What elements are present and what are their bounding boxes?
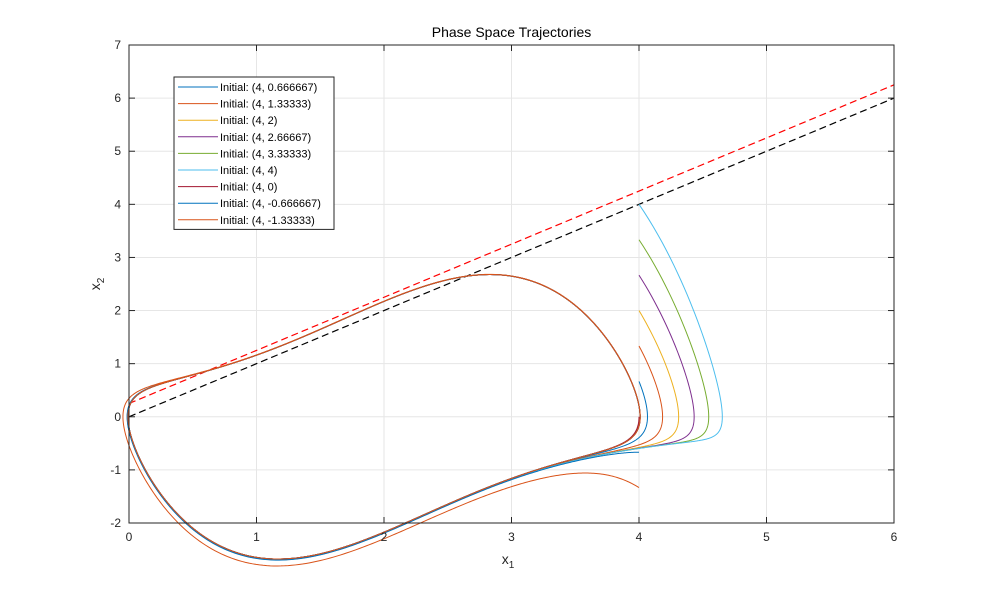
reference-line-0	[128, 97, 895, 418]
x-axis-label-base: x	[502, 551, 509, 567]
y-axis-label-base: x	[87, 283, 103, 290]
legend-label: Initial: (4, 0.666667)	[220, 82, 317, 94]
x-tick-label: 4	[636, 530, 643, 544]
x-tick-label: 0	[126, 530, 133, 544]
y-tick-label: 1	[114, 357, 121, 371]
legend-label: Initial: (4, 4)	[220, 165, 277, 177]
y-tick-label: 7	[114, 38, 121, 52]
reference-lines	[128, 84, 895, 418]
x-axis-label-sub: 1	[509, 560, 515, 571]
legend-label: Initial: (4, -1.33333)	[220, 215, 315, 227]
legend-label: Initial: (4, 0)	[220, 182, 277, 194]
series-line-8	[122, 273, 641, 567]
axis-ticks: 0 1 2 3 4 5 6 -2 -1 0 1 2 3 4 5 6 7	[110, 38, 897, 544]
legend-label: Initial: (4, 2)	[220, 115, 277, 127]
legend-label: Initial: (4, 3.33333)	[220, 148, 311, 160]
y-tick-label: 4	[114, 197, 121, 211]
legend-label: Initial: (4, 1.33333)	[220, 99, 311, 111]
y-tick-label: 5	[114, 144, 121, 158]
y-tick-label: 6	[114, 91, 121, 105]
y-tick-label: 2	[114, 304, 121, 318]
y-tick-label: -1	[110, 463, 121, 477]
legend-label: Initial: (4, -0.666667)	[220, 198, 321, 210]
y-axis-label: x2	[87, 277, 107, 290]
y-axis-label-sub: 2	[96, 277, 107, 283]
trajectory-series	[122, 204, 723, 567]
x-tick-label: 1	[253, 530, 260, 544]
x-tick-label: 6	[891, 530, 898, 544]
y-tick-label: 3	[114, 250, 121, 264]
x-tick-label: 3	[508, 530, 515, 544]
x-tick-label: 2	[381, 530, 388, 544]
x-tick-label: 5	[763, 530, 770, 544]
y-tick-label: 0	[114, 410, 121, 424]
x-axis-label: x1	[502, 551, 515, 571]
reference-line-1	[128, 84, 895, 405]
legend: Initial: (4, 0.666667) Initial: (4, 1.333…	[173, 76, 335, 230]
chart-title: Phase Space Trajectories	[432, 24, 592, 40]
y-tick-label: -2	[110, 516, 121, 530]
legend-label: Initial: (4, 2.66667)	[220, 132, 311, 144]
